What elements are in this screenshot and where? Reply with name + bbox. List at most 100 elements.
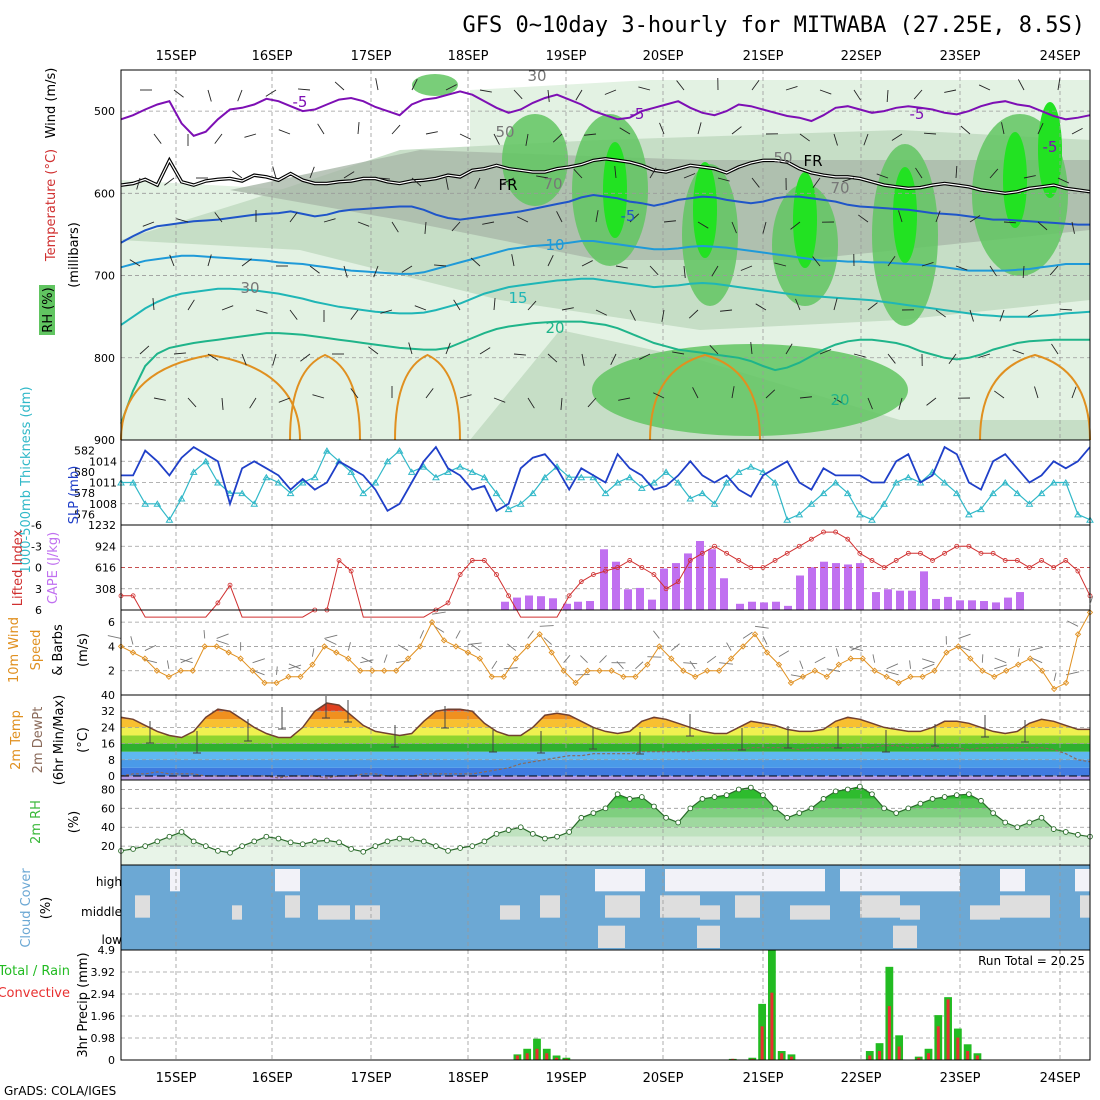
wind-speed-marker (129, 649, 137, 656)
cloud-cell-low (598, 925, 625, 948)
wind-barb (255, 309, 268, 314)
wind-barb (923, 132, 937, 135)
panel-cape-lifted-index: -6 -3 0 3 6 308 616 924 1232 Lifted Index CAPE (J/… (11, 519, 1093, 618)
rh-marker (336, 839, 342, 846)
wind-barb (414, 305, 427, 311)
wind-speed-marker (512, 655, 519, 662)
wind-barb (425, 131, 438, 135)
contour-label: 30 (527, 67, 546, 85)
precip-convective-bar (946, 999, 950, 1060)
wind-speed-marker (775, 661, 783, 668)
wind-speed-marker (823, 673, 830, 680)
rh-marker (348, 846, 354, 852)
wind-barb (278, 397, 291, 403)
wind-barb (453, 299, 461, 311)
wind-barb (300, 353, 311, 362)
lifted-index-marker (651, 572, 657, 577)
thickness-marker (565, 473, 574, 481)
date-label: 22SEP (841, 1071, 882, 1086)
rh-marker (215, 847, 221, 854)
wind-barb-10m (311, 648, 315, 657)
lifted-index-marker (639, 565, 645, 570)
rh-marker (675, 819, 682, 826)
cloud-cell-middle (540, 895, 560, 918)
wind-speed-marker (919, 673, 926, 680)
wind-barb (265, 89, 277, 97)
y-tick-label: 4 (108, 640, 115, 653)
wind-barb (552, 133, 563, 143)
wind-barb-10m (994, 664, 1007, 670)
rh-marker (1062, 829, 1069, 835)
wind-barb (561, 307, 574, 311)
wind-barb (876, 173, 889, 179)
y-tick-label: 900 (94, 434, 115, 447)
wind-barb-10m (203, 630, 206, 639)
wind-barb (451, 221, 461, 232)
rh-band (121, 808, 1090, 818)
wind-barb (765, 389, 776, 399)
lifted-index-marker (494, 572, 499, 577)
wind-speed-marker (381, 667, 388, 674)
wind-speed-marker (692, 673, 699, 680)
y-axis-label-temp: 2m Temp (9, 710, 24, 770)
thickness-marker (153, 500, 162, 507)
rh-marker (554, 833, 560, 840)
wind-barb (659, 122, 665, 135)
wind-speed-marker (871, 667, 878, 674)
precip-convective-bar (770, 992, 774, 1060)
lifted-index-marker (881, 565, 887, 570)
thickness-marker (1025, 500, 1034, 507)
lifted-index-marker (1039, 558, 1044, 563)
date-label: 18SEP (448, 49, 489, 64)
wind-barb (459, 133, 471, 140)
rh-marker (178, 829, 185, 835)
wind-speed-marker (955, 643, 962, 650)
precip-convective-bar (956, 1037, 960, 1060)
y-axis-label-wind: Wind (m/s) (44, 68, 59, 139)
wind-barb-10m (543, 637, 552, 645)
panel-2m-rh: 20 40 60 80 2m RH (%) (29, 779, 1093, 866)
rh-marker (396, 835, 403, 842)
wind-barb (774, 262, 787, 267)
rh-marker (154, 838, 161, 845)
wind-barb-10m (347, 642, 351, 651)
thickness-marker (419, 463, 428, 470)
cape-bar (586, 601, 594, 610)
cape-bar (872, 592, 880, 610)
wind-barb (683, 265, 686, 278)
y-axis-label-rh: RH (%) (41, 287, 56, 332)
lifted-index-marker (566, 593, 572, 599)
wind-speed-marker (177, 667, 184, 674)
wind-speed-marker (153, 667, 161, 674)
cape-bar (784, 605, 792, 610)
date-label: 17SEP (351, 49, 392, 64)
cape-bar (648, 599, 656, 610)
rh-shade-region (1038, 102, 1062, 198)
y-axis-label-minmax: (6hr Min/Max) (52, 695, 67, 785)
date-label: 23SEP (940, 49, 981, 64)
wind-barb-10m (563, 654, 571, 664)
y-tick-label: 32 (101, 705, 115, 718)
lifted-index-marker (603, 568, 608, 574)
rh-marker (917, 800, 924, 807)
wind-barb (312, 394, 325, 399)
cloud-cell-middle (285, 895, 300, 918)
wind-barb (584, 133, 597, 136)
contour-label: 10 (545, 236, 564, 254)
wind-barb (935, 210, 941, 223)
y-axis-label-rh2m: 2m RH (29, 800, 44, 844)
cape-bar (808, 567, 816, 610)
cape-bar (884, 589, 892, 610)
cape-bar (636, 587, 644, 610)
warm-isotherm-line (120, 353, 301, 441)
wind-barb-10m (144, 644, 157, 651)
wind-barb (207, 254, 212, 267)
wind-barb (720, 309, 733, 312)
wind-barb (187, 299, 195, 311)
wind-barb (241, 353, 247, 366)
thickness-marker (286, 489, 295, 497)
lifted-index-marker (215, 600, 221, 606)
wind-barb (547, 255, 554, 267)
cloud-cell-high (1075, 869, 1090, 892)
wind-barb (581, 260, 593, 267)
